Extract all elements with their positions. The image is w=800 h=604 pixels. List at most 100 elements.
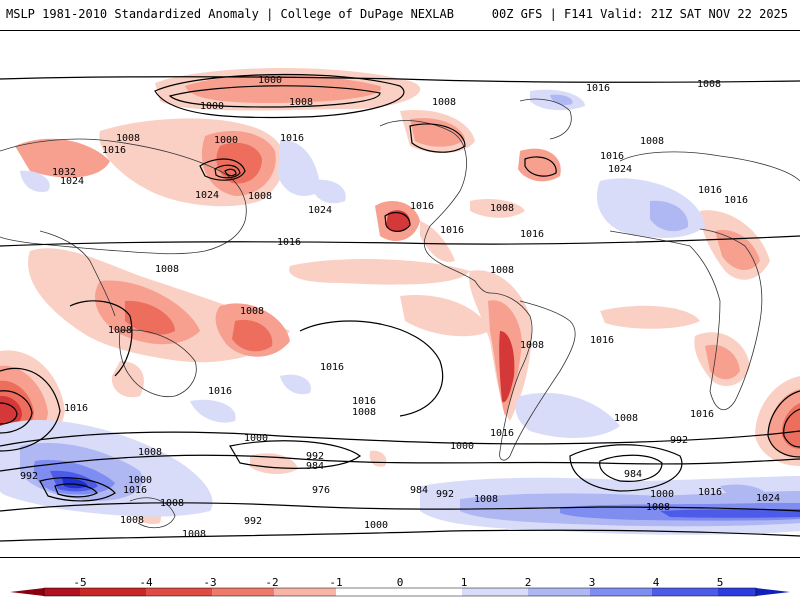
isobar-label: 1008 [248,191,272,202]
isobar [0,454,800,472]
isobar-label: 992 [20,471,38,482]
colorbar-tick-label: 5 [716,576,724,589]
colorbar-segment [44,588,80,596]
isobar-label: 1016 [490,428,514,439]
anomaly-patch [125,300,175,335]
isobar-label: 1008 [352,407,376,418]
colorbar-segment [80,588,146,596]
colorbar-segment [652,588,718,596]
colorbar-tick-label: 1 [460,576,468,589]
isobar [524,156,557,177]
map-panel: 1000 1000 1008 1008 1016 1008 1000 1016 … [0,30,800,558]
anomaly-patch [420,221,455,262]
coastline [619,151,800,182]
model-run-label: 00Z GFS | F141 Valid: 21Z SAT NOV 22 202… [491,7,788,21]
isobar-label: 1000 [244,433,268,444]
coastline [519,98,572,140]
anomaly-patch [518,148,561,182]
isobar-label: 1016 [586,83,610,94]
colorbar-tick-label: -1 [329,576,343,589]
isobar-label: 1016 [590,335,614,346]
isobar-label: 1016 [520,229,544,240]
isobar-label: 1008 [646,502,670,513]
isobar-label: 976 [312,485,330,496]
isobar-label: 1016 [123,485,147,496]
colorbar-scale [10,587,790,597]
isobar [199,158,246,181]
map-header: MSLP 1981-2010 Standardized Anomaly | Co… [0,0,800,30]
isobars [0,73,800,542]
isobar [168,85,381,108]
colorbar-segment [336,588,462,596]
isobar-label: 1016 [724,195,748,206]
colorbar-tick-label: -5 [73,576,87,589]
anomaly-patch [232,319,273,352]
isobar-label: 1008 [490,265,514,276]
isobar [783,408,800,448]
isobar-label: 1008 [108,325,132,336]
colorbar-arrow-left [10,588,44,596]
colorbar-tick-label: -4 [139,576,153,589]
colorbar-segment [528,588,590,596]
anomaly-patch [278,140,320,196]
anomaly-patch [190,399,236,423]
isobar [0,367,61,452]
colorbar-tick-label: 4 [652,576,660,589]
anomaly-patch [185,74,382,103]
isobar [299,320,444,417]
isobar-label: 1016 [280,133,304,144]
isobar-label: 984 [624,469,642,480]
isobar-label: 984 [306,461,324,472]
isobar-labels: 1000 1000 1008 1008 1016 1008 1000 1016 … [20,75,780,540]
coastline [609,228,763,411]
anomaly-patch [781,403,800,449]
colorbar-segment [718,588,756,596]
coastline [489,292,576,461]
isobar-label: 1016 [410,201,434,212]
isobar-label: 1008 [138,447,162,458]
coastline [119,329,197,398]
isobar [229,440,362,469]
anomaly-patch [515,392,620,438]
coastline [129,497,176,529]
isobar-label: 1016 [64,403,88,414]
isobar-label: 1016 [320,362,344,373]
isobar-label: 1000 [650,489,674,500]
isobar-label: 1000 [200,101,224,112]
coastline [379,120,491,294]
anomaly-map: 1000 1000 1008 1008 1016 1008 1000 1016 … [0,31,800,557]
anomaly-patch [410,118,465,147]
isobar [0,402,18,425]
anomaly-patch [400,295,490,337]
anomaly-patch [499,331,515,403]
anomaly-patch [289,259,470,285]
isobar-label: 1008 [490,203,514,214]
anomaly-patch [650,200,689,232]
isobar-label: 1032 [52,167,76,178]
isobar-label: 1016 [102,145,126,156]
colorbar-segment [146,588,212,596]
isobar-label: 1008 [116,133,140,144]
isobar-label: 992 [436,489,454,500]
isobar-label: 1008 [520,340,544,351]
isobar-label: 1008 [697,79,721,90]
isobar-label: 1016 [440,225,464,236]
anomaly-patch [705,344,740,380]
isobar [69,300,133,377]
isobar-label: 1016 [698,487,722,498]
isobar [0,235,800,247]
isobar-label: 1016 [600,151,624,162]
isobar-label: 992 [670,435,688,446]
isobar [0,502,800,512]
isobar-label: 984 [410,485,428,496]
isobar-label: 1016 [698,185,722,196]
isobar-label: 1008 [120,515,144,526]
colorbar-tick-label: 0 [396,576,404,589]
isobar-label: 1008 [614,413,638,424]
isobar-label: 1008 [240,306,264,317]
isobar-label: 1024 [756,493,780,504]
anomaly-patch [386,210,410,232]
coastlines [0,98,800,529]
anomaly-patch [15,138,110,178]
isobar-label: 992 [244,516,262,527]
